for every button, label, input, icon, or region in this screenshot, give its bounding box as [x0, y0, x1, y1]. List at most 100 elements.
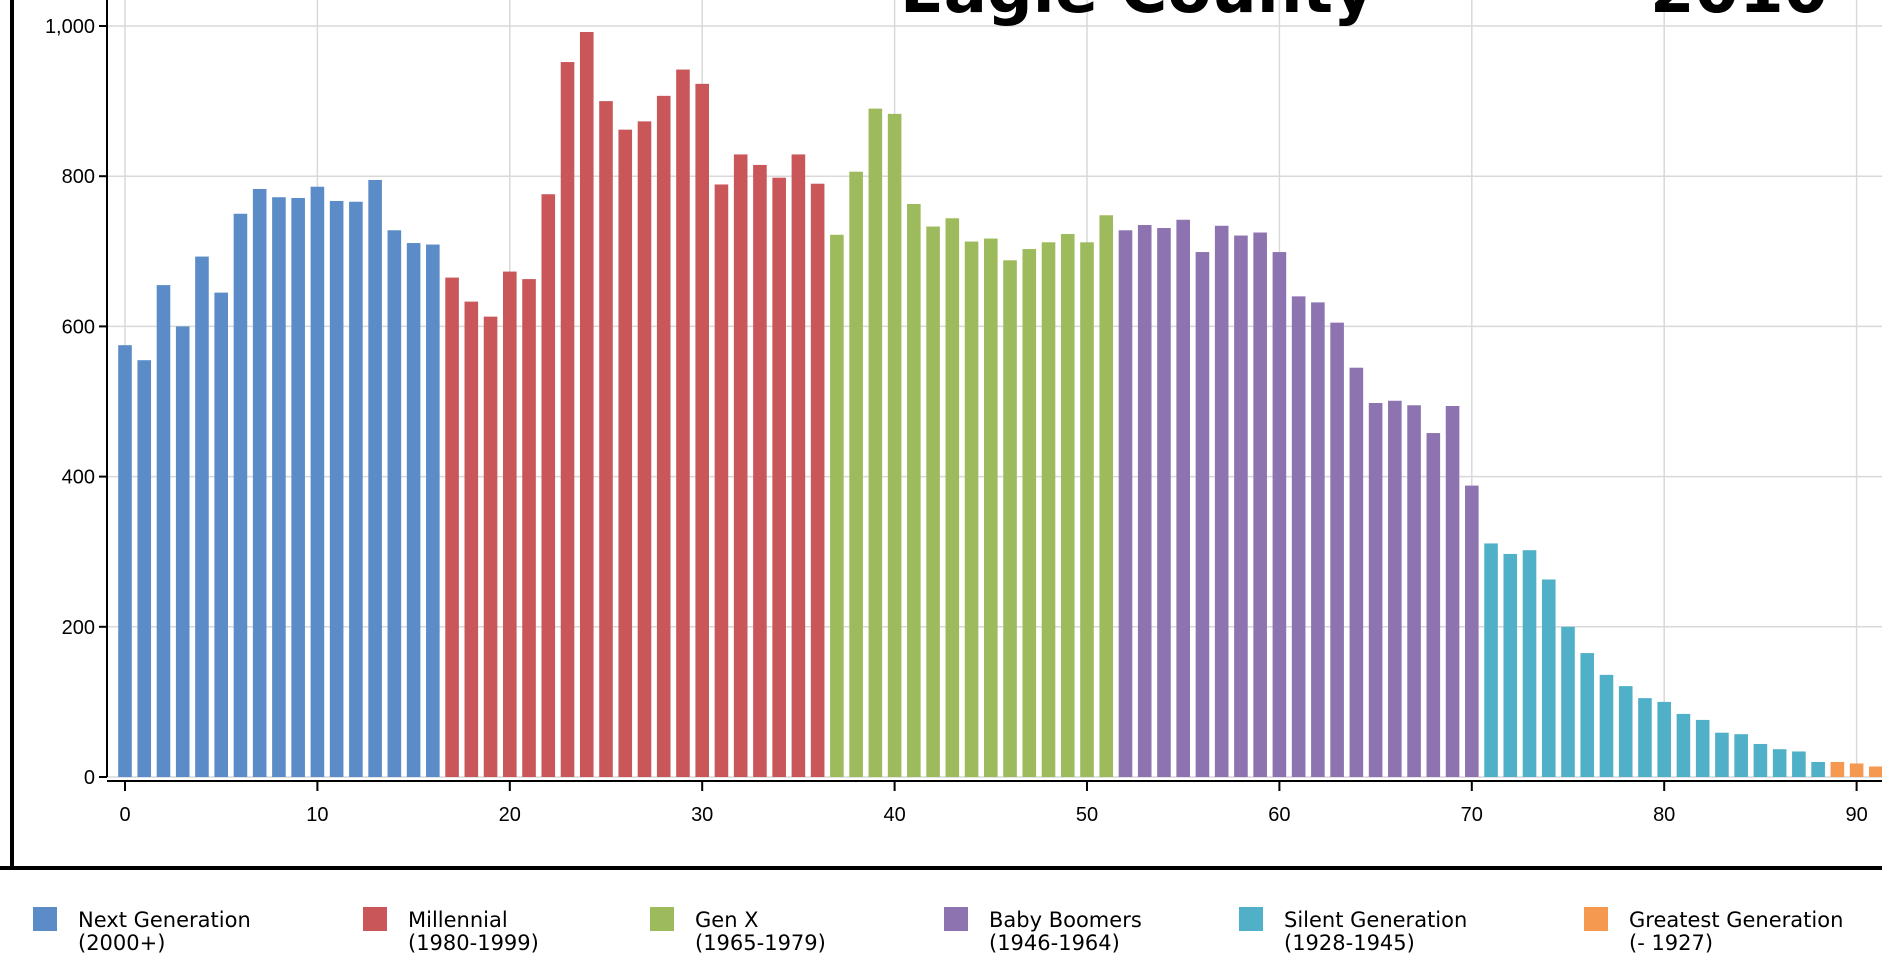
bar	[1715, 732, 1729, 777]
axes: 0 200 400 600 800 1,000 0 10 20 30 40 50 60 70 80 90	[0, 0, 1882, 870]
bar	[1234, 235, 1248, 778]
y-tick-label: 200	[62, 617, 95, 639]
x-tick-label: 60	[1268, 804, 1290, 826]
legend-label: Gen X	[695, 908, 759, 932]
bar	[1272, 252, 1287, 777]
bar	[1445, 406, 1460, 777]
bar	[426, 244, 440, 777]
bar	[984, 238, 998, 777]
bar	[1080, 242, 1094, 778]
legend-item: Greatest Generation(- 1927)	[1584, 907, 1843, 955]
x-tick-label: 30	[691, 804, 713, 826]
bar	[1484, 543, 1498, 777]
legend-swatch	[33, 907, 57, 931]
y-tick-label: 0	[84, 767, 95, 789]
bar	[1753, 743, 1768, 777]
x-tick-label: 20	[499, 804, 521, 826]
legend-label: Millennial	[408, 908, 508, 932]
bar	[195, 256, 209, 777]
bar	[1099, 215, 1114, 777]
bar	[445, 277, 459, 777]
bar	[1695, 719, 1710, 777]
bar	[772, 177, 786, 777]
bar	[1330, 322, 1344, 777]
legend-label: Silent Generation	[1284, 908, 1467, 932]
bar	[1580, 653, 1595, 777]
bar	[733, 154, 748, 777]
bar	[656, 95, 671, 777]
y-tick-label: 800	[62, 166, 95, 188]
bar	[1368, 403, 1383, 777]
bar	[964, 241, 979, 778]
legend-label: Next Generation	[78, 908, 251, 932]
bar	[1157, 228, 1171, 778]
bar	[618, 129, 633, 777]
legend-item: Next Generation(2000+)	[33, 907, 251, 955]
bar	[579, 32, 594, 778]
bar	[1811, 761, 1825, 777]
bar	[753, 164, 767, 777]
bar	[599, 101, 613, 778]
bar	[637, 121, 652, 777]
bar	[118, 345, 132, 777]
legend: Next Generation(2000+) Millennial(1980-19…	[33, 907, 1843, 955]
bar	[868, 108, 883, 778]
y-tick-label: 400	[62, 467, 95, 489]
bar	[1060, 234, 1075, 778]
bar	[368, 179, 382, 777]
x-tick-label: 0	[119, 804, 130, 826]
bar	[1638, 698, 1652, 777]
legend-years: (2000+)	[78, 931, 165, 955]
legend-swatch	[1239, 907, 1263, 931]
x-tick-label: 40	[883, 804, 905, 826]
bar	[791, 154, 806, 777]
bar	[503, 271, 517, 777]
bar	[1734, 734, 1748, 777]
x-tick-label: 70	[1461, 804, 1483, 826]
bar	[522, 279, 536, 777]
bar	[1176, 219, 1190, 777]
bar	[252, 188, 267, 778]
legend-swatch	[944, 907, 968, 931]
bar	[1388, 400, 1402, 777]
bar	[175, 326, 190, 777]
bar	[541, 194, 556, 777]
bar	[272, 197, 286, 777]
bar	[1118, 230, 1133, 778]
bar	[1618, 686, 1633, 777]
bar	[1041, 242, 1056, 778]
bar	[291, 197, 305, 777]
legend-years: (1928-1945)	[1284, 931, 1415, 955]
x-tick-label: 50	[1076, 804, 1098, 826]
legend-item: Millennial(1980-1999)	[363, 907, 539, 955]
bar	[1522, 550, 1537, 777]
bar	[695, 83, 709, 777]
bar	[329, 200, 344, 777]
bar	[1022, 249, 1037, 777]
bars	[118, 32, 1882, 778]
bar	[1561, 626, 1575, 777]
bar	[560, 62, 575, 778]
bar	[310, 186, 325, 778]
legend-years: (1980-1999)	[408, 931, 539, 955]
legend-swatch	[363, 907, 387, 931]
bar	[406, 243, 421, 777]
bar	[1253, 232, 1267, 777]
bar	[1503, 553, 1518, 777]
bar	[349, 201, 363, 777]
bar	[1541, 579, 1556, 777]
bar	[1195, 252, 1210, 777]
x-tick-label: 80	[1653, 804, 1675, 826]
bar	[1869, 766, 1882, 777]
bar	[1830, 761, 1845, 777]
bar	[1214, 225, 1229, 778]
bar	[1311, 302, 1325, 777]
legend-item: Gen X(1965-1979)	[650, 907, 826, 955]
bar	[1137, 225, 1152, 777]
bar	[1349, 367, 1364, 777]
bar	[233, 213, 248, 777]
bar	[945, 218, 960, 778]
legend-swatch	[650, 907, 674, 931]
bar	[926, 226, 940, 778]
